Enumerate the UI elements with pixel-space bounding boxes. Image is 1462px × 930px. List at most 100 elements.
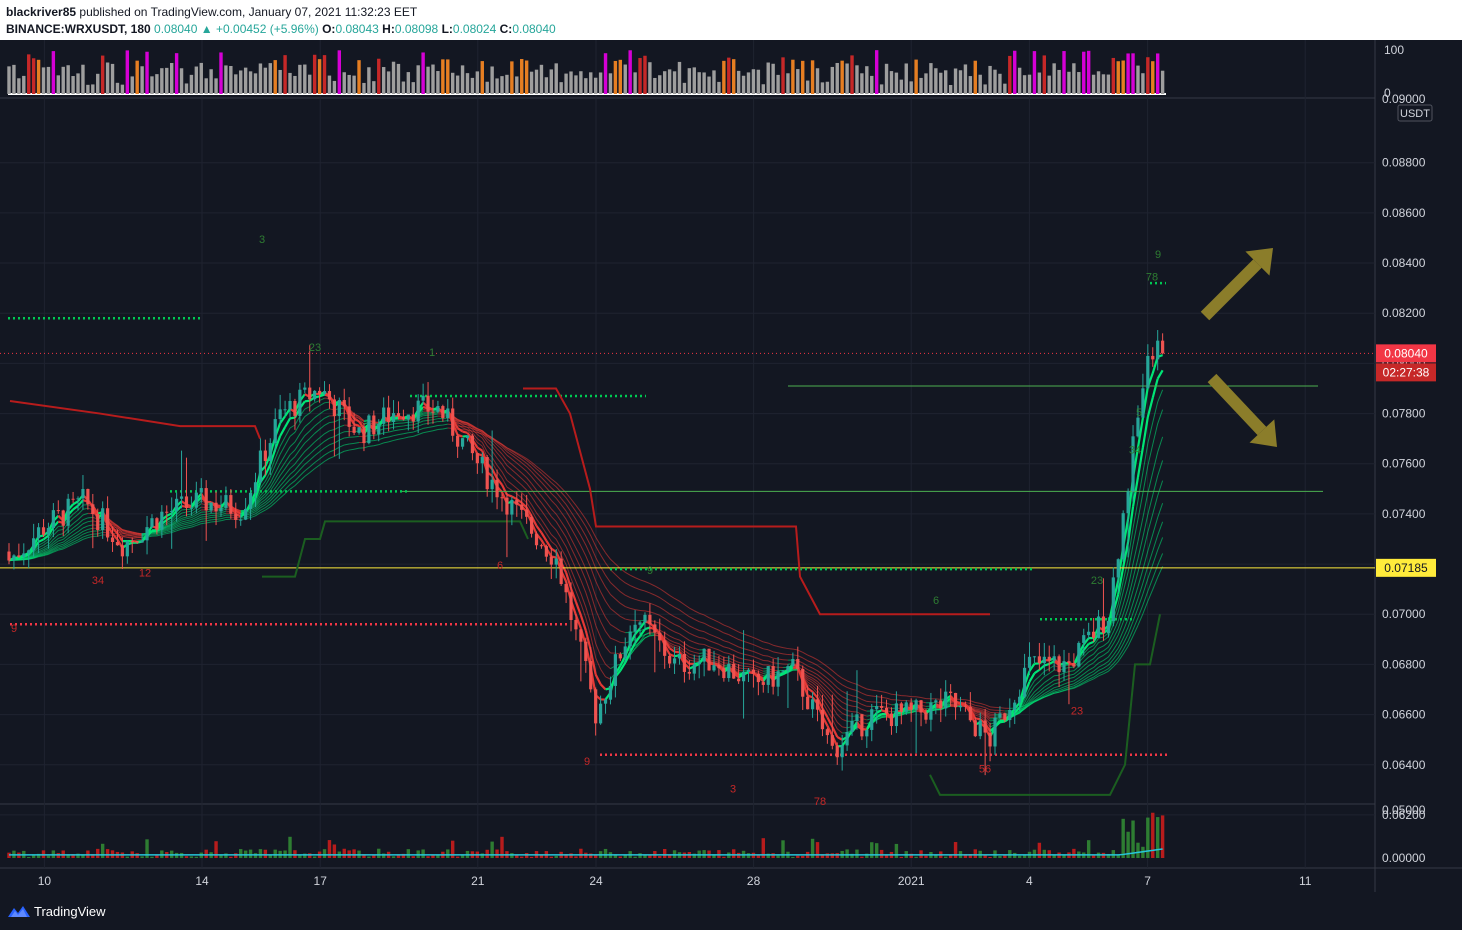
ribbon-segment (72, 539, 79, 543)
candle-body (781, 670, 785, 672)
arrow-down-right-icon-head (1249, 419, 1277, 447)
osc-bar (702, 72, 706, 94)
ribbon-segment (526, 502, 533, 511)
ribbon-segment (38, 553, 44, 556)
ribbon-segment (856, 690, 863, 694)
ribbon-segment (975, 711, 981, 714)
volume-bar (658, 856, 662, 858)
ribbon-segment (432, 413, 439, 416)
candle-body (1131, 436, 1135, 492)
ribbon-segment (77, 504, 84, 511)
ribbon-segment (496, 477, 503, 486)
price-axis[interactable]: 0.062000.064000.066000.068000.070000.072… (1376, 43, 1436, 865)
ribbon-segment (72, 519, 79, 525)
ribbon-segment (589, 649, 597, 675)
ribbon-segment (536, 468, 542, 474)
time-axis[interactable]: 10 14 17 21 24 28 2021 4 7 11 (38, 874, 1312, 888)
ribbon-segment (763, 641, 769, 644)
ribbon-segment (615, 586, 621, 593)
ribbon-segment (541, 481, 547, 489)
ribbon-segment (1147, 472, 1154, 493)
sequence-count-label: 23 (1071, 706, 1083, 718)
ribbon-segment (817, 659, 823, 664)
ribbon-segment (634, 577, 641, 581)
ribbon-segment (1054, 685, 1060, 689)
ribbon-segment (1063, 678, 1070, 681)
ribbon-segment (255, 487, 261, 501)
ribbon-segment (496, 452, 503, 459)
ribbon-segment (748, 668, 754, 670)
ribbon-segment (605, 631, 611, 639)
ribbon-segment (1078, 679, 1085, 684)
ribbon-segment (728, 657, 734, 661)
ribbon-segment (718, 654, 725, 658)
ribbon-segment (260, 501, 266, 507)
ribbon-segment (393, 434, 399, 437)
ribbon-segment (881, 716, 887, 718)
ribbon-segment (112, 523, 118, 527)
ribbon-segment (802, 651, 808, 656)
ribbon-segment (881, 702, 887, 704)
ribbon-segment (841, 718, 848, 722)
ribbon-segment (1132, 586, 1139, 604)
osc-bar (460, 65, 465, 94)
ribbon-segment (344, 443, 350, 446)
ribbon-segment (171, 514, 177, 521)
ribbon-segment (1083, 680, 1089, 685)
ribbon-segment (659, 588, 665, 593)
sequence-count-label: 5 (1136, 407, 1142, 419)
volume-bar (648, 855, 652, 858)
tradingview-logo-icon[interactable] (8, 904, 30, 918)
ribbon-segment (654, 594, 660, 599)
ribbon-segment (723, 640, 729, 643)
ribbon-segment (1112, 647, 1119, 656)
ribbon-segment (644, 590, 651, 594)
symbol-name[interactable]: BINANCE:WRXUSDT, 180 (6, 22, 151, 36)
ribbon-segment (689, 639, 695, 643)
volume-bar (1091, 854, 1096, 858)
ribbon-segment (541, 525, 547, 534)
osc-bar (904, 63, 908, 94)
ribbon-segment (836, 692, 843, 698)
osc-bar (258, 63, 263, 94)
volume-bar (312, 856, 317, 858)
ribbon-segment (511, 458, 518, 464)
ribbon-segment (423, 419, 429, 422)
ribbon-segment (812, 682, 818, 688)
ribbon-segment (575, 547, 582, 559)
ribbon-segment (871, 695, 877, 698)
ribbon-segment (1024, 702, 1030, 707)
ribbon-segment (472, 428, 478, 432)
author-name[interactable]: blackriver85 (6, 5, 77, 19)
footer-brand[interactable]: TradingView (34, 904, 106, 919)
ribbon-segment (1152, 517, 1159, 535)
volume-bar (263, 849, 268, 858)
ribbon-segment (590, 607, 597, 626)
ribbon-segment (1058, 686, 1065, 690)
price-badge (1376, 558, 1436, 577)
ribbon-segment (314, 458, 320, 464)
osc-bar (51, 51, 56, 94)
osc-bar (322, 55, 327, 94)
ribbon-segment (1083, 669, 1089, 675)
volume-bar (988, 856, 992, 858)
volume-bar (36, 853, 41, 858)
candle-body (830, 735, 834, 746)
ribbon-segment (166, 530, 172, 533)
ribbon-segment (171, 528, 177, 532)
ribbon-segment (521, 492, 528, 498)
ribbon-segment (1029, 697, 1035, 704)
candle-body (456, 435, 460, 447)
ribbon-segment (595, 580, 602, 592)
ribbon-segment (718, 643, 725, 648)
ribbon-segment (329, 429, 335, 432)
arrow-up-right-icon (1200, 248, 1273, 321)
ribbon-segment (753, 651, 759, 654)
osc-bar (653, 77, 657, 94)
osc-bar (7, 66, 11, 94)
volume-bar (76, 853, 80, 858)
ribbon-segment (541, 477, 547, 483)
ribbon-segment (679, 600, 685, 606)
candle-body (1052, 656, 1056, 661)
